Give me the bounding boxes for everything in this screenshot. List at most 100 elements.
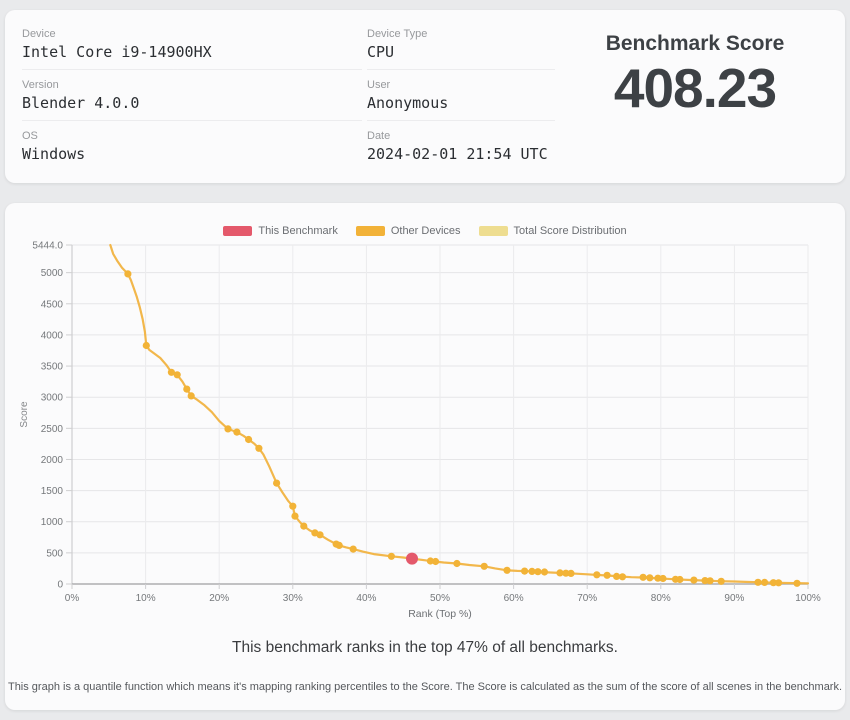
date-label: Date xyxy=(367,130,391,142)
other-device-point[interactable] xyxy=(701,577,709,585)
other-device-point[interactable] xyxy=(754,578,762,586)
legend-item-other-devices[interactable]: Other Devices xyxy=(355,225,461,237)
y-tick-label: 2000 xyxy=(41,455,64,466)
other-device-point[interactable] xyxy=(335,541,343,549)
other-device-point[interactable] xyxy=(273,479,281,487)
legend-item-this-benchmark[interactable]: This Benchmark xyxy=(223,225,338,237)
other-device-point[interactable] xyxy=(173,371,181,379)
other-device-point[interactable] xyxy=(706,577,714,585)
x-tick-label: 70% xyxy=(577,593,597,604)
device-field: Device Intel Core i9-14900HX xyxy=(22,28,362,70)
other-device-point[interactable] xyxy=(521,567,529,575)
other-device-point[interactable] xyxy=(556,569,564,577)
os-label: OS xyxy=(22,130,38,142)
version-field: Version Blender 4.0.0 xyxy=(22,79,362,121)
score-title: Benchmark Score xyxy=(605,32,785,55)
legend-label-this-benchmark: This Benchmark xyxy=(258,225,338,237)
x-tick-label: 0% xyxy=(65,593,80,604)
other-device-point[interactable] xyxy=(387,552,395,560)
other-device-point[interactable] xyxy=(255,444,263,452)
device-value: Intel Core i9-14900HX xyxy=(22,43,212,61)
other-device-point[interactable] xyxy=(432,557,440,566)
x-tick-label: 90% xyxy=(724,593,744,604)
other-device-point[interactable] xyxy=(613,572,621,580)
x-tick-label: 10% xyxy=(136,593,156,604)
y-tick-label: 1000 xyxy=(41,517,64,528)
date-field: Date 2024-02-01 21:54 UTC xyxy=(367,130,555,171)
this-benchmark-point[interactable] xyxy=(406,552,418,565)
other-device-point[interactable] xyxy=(426,557,434,565)
other-device-point[interactable] xyxy=(769,579,778,587)
chart-legend: This Benchmark Other Devices Total Score… xyxy=(5,225,845,237)
x-tick-label: 20% xyxy=(209,593,229,604)
other-device-point[interactable] xyxy=(316,531,324,539)
other-device-point[interactable] xyxy=(300,522,308,530)
device-type-field: Device Type CPU xyxy=(367,28,555,70)
legend-item-total-distribution[interactable]: Total Score Distribution xyxy=(478,225,627,237)
score-box: Benchmark Score 408.23 xyxy=(555,32,835,118)
user-value: Anonymous xyxy=(367,94,449,112)
other-device-point[interactable] xyxy=(690,576,698,584)
other-device-point[interactable] xyxy=(761,578,769,586)
total-distribution-swatch-icon xyxy=(478,226,508,236)
version-value: Blender 4.0.0 xyxy=(22,94,140,112)
other-device-point[interactable] xyxy=(183,385,191,393)
user-label: User xyxy=(367,79,391,91)
other-device-point[interactable] xyxy=(593,571,601,579)
date-value: 2024-02-01 21:54 UTC xyxy=(367,145,548,163)
x-tick-label: 50% xyxy=(430,593,450,604)
other-device-point[interactable] xyxy=(775,579,783,587)
other-device-point[interactable] xyxy=(603,571,611,579)
rank-summary: This benchmark ranks in the top 47% of a… xyxy=(232,639,618,656)
this-benchmark-swatch-icon xyxy=(223,226,253,236)
other-device-point[interactable] xyxy=(646,574,654,582)
other-device-point[interactable] xyxy=(717,577,725,585)
other-device-point[interactable] xyxy=(187,392,195,400)
other-device-point[interactable] xyxy=(528,567,536,575)
y-tick-label: 5000 xyxy=(41,268,64,279)
other-device-point[interactable] xyxy=(540,568,549,576)
other-device-point[interactable] xyxy=(233,428,241,436)
y-axis-title: Score xyxy=(19,401,30,428)
os-value: Windows xyxy=(22,145,86,163)
other-device-point[interactable] xyxy=(291,512,299,520)
info-column-right: Device Type CPU User Anonymous Date 2024… xyxy=(367,28,555,171)
other-device-point[interactable] xyxy=(124,270,132,278)
other-device-point[interactable] xyxy=(453,559,461,568)
y-tick-label: 4000 xyxy=(41,330,64,341)
other-device-point[interactable] xyxy=(224,425,232,433)
y-tick-label: 4500 xyxy=(41,299,64,310)
other-device-point[interactable] xyxy=(639,573,647,581)
quantile-chart[interactable]: 5444.0 5000 4500 4000 3500 3000 2500 2000 1500 10… xyxy=(5,238,845,622)
y-tick-label: 3500 xyxy=(41,362,64,373)
x-tick-label: 40% xyxy=(356,593,376,604)
version-label: Version xyxy=(22,79,59,91)
y-tick-label: 1500 xyxy=(41,486,64,497)
other-device-point[interactable] xyxy=(562,569,570,577)
y-tick-label: 5444.0 xyxy=(32,241,63,252)
other-device-point[interactable] xyxy=(289,502,297,510)
other-device-point[interactable] xyxy=(618,573,627,581)
other-device-point[interactable] xyxy=(480,562,488,570)
legend-label-total-distribution: Total Score Distribution xyxy=(513,225,627,237)
x-tick-label: 60% xyxy=(504,593,524,604)
other-device-point[interactable] xyxy=(503,566,511,574)
y-tick-label: 2500 xyxy=(41,424,64,435)
other-device-point[interactable] xyxy=(793,579,801,587)
other-device-point[interactable] xyxy=(676,575,684,584)
benchmark-info-card: Device Intel Core i9-14900HX Version Ble… xyxy=(5,10,845,183)
x-tick-label: 100% xyxy=(795,593,821,604)
other-device-point[interactable] xyxy=(659,574,667,583)
y-tick-label: 3000 xyxy=(41,393,64,404)
other-device-point[interactable] xyxy=(654,574,662,582)
other-device-point[interactable] xyxy=(167,368,175,376)
device-label: Device xyxy=(22,28,56,40)
other-device-point[interactable] xyxy=(567,569,575,577)
y-tick-label: 0 xyxy=(57,580,63,591)
other-device-point[interactable] xyxy=(142,341,150,350)
other-devices-swatch-icon xyxy=(355,226,385,236)
legend-label-other-devices: Other Devices xyxy=(390,225,461,237)
other-device-point[interactable] xyxy=(349,545,357,553)
other-device-point[interactable] xyxy=(534,568,542,576)
other-device-point[interactable] xyxy=(245,435,253,444)
